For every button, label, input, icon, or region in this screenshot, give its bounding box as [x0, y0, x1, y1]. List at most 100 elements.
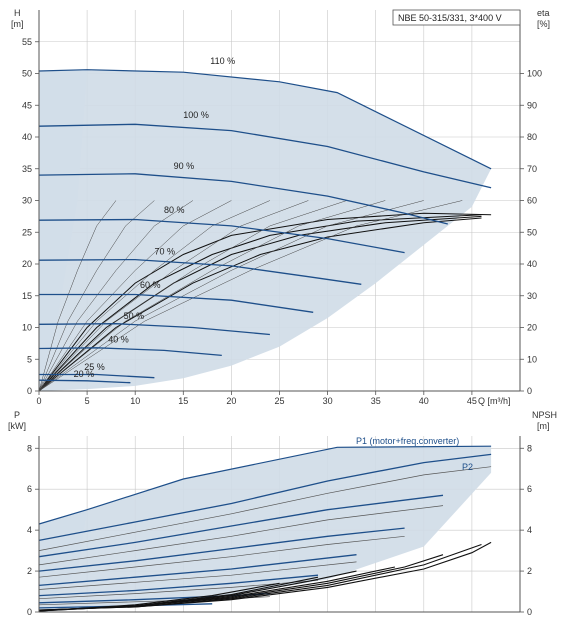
y2-tick-label: 30	[527, 291, 537, 301]
y-tick-label: 10	[22, 323, 32, 333]
y-tick-label: 35	[22, 164, 32, 174]
speed-curve-label: 70 %	[154, 246, 175, 256]
bottom-y2-label: NPSH	[532, 410, 557, 420]
speed-curve-label: 90 %	[174, 161, 195, 171]
bottom-y2-unit: [m]	[537, 421, 550, 431]
speed-curve	[38, 347, 222, 357]
head-efficiency-chart: 110 %100 %90 %80 %70 %60 %50 %40 %25 %20…	[22, 10, 542, 406]
p2-curve	[38, 535, 405, 578]
efficiency-curve-thin	[38, 200, 271, 392]
p1-curve	[38, 527, 405, 572]
p1-annotation: P1 (motor+freq.converter)	[356, 436, 459, 446]
efficiency-curve-thin	[38, 200, 347, 392]
speed-curve	[39, 373, 155, 379]
y2-tick-label: 80	[527, 132, 537, 142]
y-tick-label: 2	[27, 566, 32, 576]
x-tick-label: 10	[130, 396, 140, 406]
x-tick-label: 5	[85, 396, 90, 406]
power-npsh-chart: 0 2 4 6 8 0 2 4 6 8	[27, 436, 532, 617]
y2-tick-label: 70	[527, 164, 537, 174]
top-y2-label: eta	[537, 8, 550, 18]
y2-tick-label: 0	[527, 607, 532, 617]
y-tick-label: 0	[27, 607, 32, 617]
x-tick-label: 40	[419, 396, 429, 406]
power-envelope	[39, 446, 492, 612]
x-tick-label: 0	[36, 396, 41, 406]
bottom-y-label: P	[14, 410, 20, 420]
p2-curve	[38, 466, 492, 551]
p1-curve	[38, 494, 444, 558]
top-x-label: Q [m³/h]	[478, 396, 511, 406]
y2-tick-label: 8	[527, 443, 532, 453]
speed-curve-label: 20 %	[74, 369, 95, 379]
top-y-unit: [m]	[11, 19, 24, 29]
y-tick-label: 20	[22, 259, 32, 269]
npsh-curve	[38, 582, 280, 612]
top-y-label: H	[14, 8, 21, 18]
y-tick-label: 40	[22, 132, 32, 142]
p1-curve	[38, 574, 319, 597]
p1-max-boundary	[38, 445, 492, 525]
x-tick-label: 35	[371, 396, 381, 406]
efficiency-curve	[38, 214, 482, 392]
y2-tick-label: 4	[527, 525, 532, 535]
y2-tick-label: 60	[527, 196, 537, 206]
y2-tick-label: 40	[527, 259, 537, 269]
speed-curve-label: 40 %	[108, 335, 129, 345]
y-tick-label: 45	[22, 100, 32, 110]
efficiency-curve-thin	[38, 200, 309, 392]
x-tick-label: 30	[323, 396, 333, 406]
speed-curve-label: 50 %	[124, 311, 145, 321]
x-tick-label: 25	[274, 396, 284, 406]
y-tick-label: 55	[22, 37, 32, 47]
y2-tick-label: 6	[527, 484, 532, 494]
speed-curve	[38, 173, 448, 225]
chart-title: NBE 50-315/331, 3*400 V	[398, 13, 502, 23]
efficiency-curve-thin	[38, 200, 232, 392]
y-tick-label: 5	[27, 354, 32, 364]
x-tick-label: 20	[226, 396, 236, 406]
speed-curve	[38, 323, 270, 336]
speed-curve	[39, 293, 314, 313]
p2-curve	[38, 561, 357, 590]
y-tick-label: 15	[22, 291, 32, 301]
y-tick-label: 30	[22, 196, 32, 206]
y2-tick-label: 0	[527, 386, 532, 396]
max-speed-boundary	[38, 69, 492, 170]
bottom-y-unit: [kW]	[8, 421, 26, 431]
speed-curve	[38, 258, 362, 285]
efficiency-curve-thin	[38, 200, 463, 392]
speed-curve-label: 100 %	[183, 110, 209, 120]
y-tick-label: 6	[27, 484, 32, 494]
y2-tick-label: 10	[527, 354, 537, 364]
x-tick-label: 15	[178, 396, 188, 406]
efficiency-curve	[38, 217, 482, 392]
y-tick-label: 25	[22, 227, 32, 237]
p1-curve	[38, 453, 492, 542]
y-tick-label: 0	[27, 386, 32, 396]
y2-tick-label: 90	[527, 100, 537, 110]
y2-tick-label: 2	[527, 566, 532, 576]
y2-tick-label: 50	[527, 227, 537, 237]
y-tick-label: 8	[27, 443, 32, 453]
title-box	[392, 9, 521, 26]
speed-curve-label: 80 %	[164, 205, 185, 215]
efficiency-curve-thin	[38, 200, 155, 392]
speed-curve-label: 60 %	[140, 280, 161, 290]
y-tick-label: 4	[27, 525, 32, 535]
speed-curve	[38, 379, 131, 384]
y2-tick-label: 20	[527, 323, 537, 333]
p1-curve	[38, 554, 357, 587]
top-y2-unit: [%]	[537, 19, 550, 29]
speed-curve	[38, 218, 405, 254]
y2-tick-label: 100	[527, 69, 542, 79]
efficiency-curve	[38, 215, 482, 392]
speed-curve-label: 110 %	[210, 56, 235, 66]
x-tick-label: 45	[467, 396, 477, 406]
efficiency-curve-thin	[38, 200, 386, 392]
speed-curve	[38, 123, 492, 189]
p2-annotation: P2	[462, 462, 473, 472]
speed-curve-label: 25 %	[84, 362, 105, 372]
npsh-curve	[38, 543, 482, 611]
